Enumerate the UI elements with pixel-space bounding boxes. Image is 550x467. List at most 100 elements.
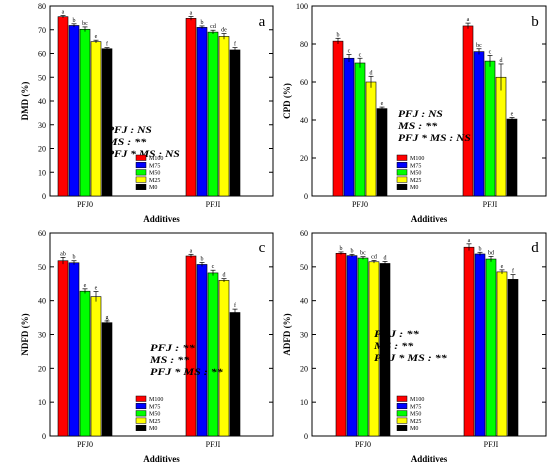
panel-letter: d <box>531 240 539 256</box>
legend-label: M100 <box>410 397 424 403</box>
bar-M50-PFJI <box>485 258 497 437</box>
legend-label: M75 <box>149 404 160 410</box>
anova-stat: PFJ * MS : ** <box>374 353 447 363</box>
bar-M0-PFJ0 <box>101 48 113 197</box>
y-tick-label: 20 <box>300 154 308 163</box>
anova-stat: MS : ** <box>373 341 414 351</box>
x-tick-label: PFJ0 <box>77 440 93 449</box>
legend-swatch-M75 <box>396 403 408 410</box>
panel-letter: c <box>259 240 266 256</box>
bar-M75-PFJ0 <box>68 25 80 197</box>
plot-frame <box>311 5 547 197</box>
y-tick-label: 50 <box>300 263 308 272</box>
bar-M75-PFJ0 <box>343 57 355 197</box>
significance-letter: a <box>190 10 193 16</box>
significance-letter: e <box>84 283 87 289</box>
significance-letter: d <box>223 273 226 279</box>
y-tick-label: 0 <box>304 192 308 201</box>
bar-M0-PFJI <box>507 279 519 437</box>
legend-label: M25 <box>149 419 160 425</box>
significance-letter: e <box>381 101 384 107</box>
significance-letter: f <box>106 41 108 48</box>
legend-label: M50 <box>410 412 421 418</box>
legend-label: M50 <box>149 171 160 177</box>
significance-letter: c <box>359 52 362 58</box>
x-tick-label: PFJI <box>483 200 498 209</box>
y-tick-label: 40 <box>38 297 46 306</box>
y-tick-label: 0 <box>304 432 308 441</box>
y-axis-label: ADFD (%) <box>282 313 292 355</box>
bar-M50-PFJ0 <box>79 28 91 197</box>
anova-stat: MS : ** <box>106 137 147 147</box>
legend-label: M0 <box>149 185 157 191</box>
significance-letter: bc <box>476 43 482 49</box>
anova-stat: PFJ : NS <box>107 125 152 135</box>
y-tick-label: 40 <box>300 116 308 125</box>
significance-letter: f <box>234 41 236 48</box>
legend-swatch-M75 <box>135 162 147 169</box>
significance-letter: b <box>337 32 340 38</box>
panel-letter: b <box>531 14 539 30</box>
legend-label: M75 <box>410 404 421 410</box>
x-tick-label: PFJ0 <box>352 200 368 209</box>
y-tick-label: 10 <box>38 398 46 407</box>
x-tick-label: PFJI <box>484 440 499 449</box>
significance-letter: a <box>467 17 470 23</box>
legend-label: M0 <box>410 426 418 432</box>
y-tick-label: 40 <box>38 97 46 106</box>
significance-letter: d <box>370 70 373 76</box>
y-axis-label: NDFD (%) <box>20 313 30 355</box>
legend-label: M100 <box>149 156 163 162</box>
legend-swatch-M50 <box>135 169 147 176</box>
y-tick-label: 80 <box>38 2 46 11</box>
anova-stat: PFJ : ** <box>374 329 419 339</box>
x-axis-label: Additives <box>411 454 448 464</box>
legend-swatch-M25 <box>135 176 147 183</box>
legend-swatch-M50 <box>396 169 408 176</box>
significance-letter: b <box>73 18 76 24</box>
y-tick-label: 20 <box>38 145 46 154</box>
anova-stat: MS : ** <box>397 121 438 131</box>
bar-M50-PFJ0 <box>357 257 369 437</box>
significance-letter: c <box>489 49 492 55</box>
significance-letter: b <box>351 248 354 254</box>
bar-M50-PFJI <box>207 31 219 197</box>
bar-M50-PFJI <box>484 60 496 197</box>
y-tick-label: 30 <box>300 331 308 340</box>
legend-swatch-M0 <box>135 424 147 431</box>
legend-swatch-M0 <box>135 183 147 190</box>
bar-M0-PFJI <box>229 49 241 197</box>
anova-stat: PFJ * MS : NS <box>107 149 180 159</box>
bar-M75-PFJI <box>196 264 208 437</box>
legend-swatch-M100 <box>396 154 408 161</box>
y-axis-label: CPD (%) <box>282 83 292 119</box>
significance-letter: cd <box>210 24 216 30</box>
y-tick-label: 60 <box>300 78 308 87</box>
y-tick-label: 60 <box>300 229 308 238</box>
y-tick-label: 50 <box>38 263 46 272</box>
y-tick-label: 30 <box>38 121 46 130</box>
legend-swatch-M0 <box>396 424 408 431</box>
bar-M100-PFJ0 <box>335 253 347 437</box>
significance-letter: bd <box>488 250 494 256</box>
bar-M25-PFJI <box>218 36 230 197</box>
significance-letter: d <box>500 58 503 64</box>
y-tick-label: 20 <box>300 364 308 373</box>
anova-stat: MS : ** <box>149 355 190 365</box>
legend-swatch-M25 <box>396 176 408 183</box>
legend-swatch-M75 <box>396 162 408 169</box>
significance-letter: e <box>511 112 514 118</box>
bar-M100-PFJI <box>185 18 197 197</box>
bar-M25-PFJI <box>495 76 507 197</box>
legend-label: M25 <box>149 178 160 184</box>
legend-label: M100 <box>149 397 163 403</box>
legend-label: M0 <box>410 185 418 191</box>
legend-swatch-M50 <box>135 410 147 417</box>
